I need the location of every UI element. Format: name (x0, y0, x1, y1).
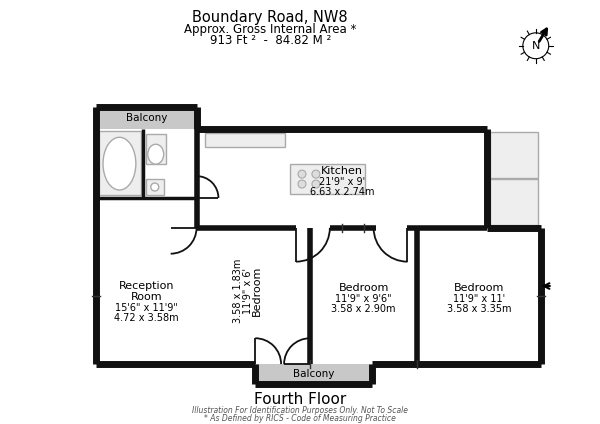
Text: 913 Ft ²  -  84.82 M ²: 913 Ft ² - 84.82 M ² (209, 34, 331, 47)
Text: Boundary Road, NW8: Boundary Road, NW8 (193, 11, 348, 25)
Bar (99, 131, 141, 195)
Text: Fourth Floor: Fourth Floor (254, 393, 346, 407)
Text: 6.63 x 2.74m: 6.63 x 2.74m (310, 187, 374, 196)
Bar (96, 129, 541, 228)
Text: Balcony: Balcony (293, 369, 334, 379)
Text: Bedroom: Bedroom (252, 266, 262, 316)
Ellipse shape (148, 144, 164, 164)
Bar (490, 132, 538, 178)
Bar (96, 228, 541, 364)
Bar (146, 134, 166, 164)
Text: 21'9" x 9': 21'9" x 9' (319, 176, 365, 187)
Text: N: N (532, 41, 540, 51)
Bar (290, 164, 365, 194)
Circle shape (312, 180, 320, 188)
Text: 4.72 x 3.58m: 4.72 x 3.58m (114, 313, 179, 323)
Bar (205, 133, 285, 147)
Text: 15'6" x 11'9": 15'6" x 11'9" (115, 303, 178, 313)
Bar (96, 107, 197, 129)
Bar (490, 179, 538, 225)
Text: 3.58 x 1.83m: 3.58 x 1.83m (233, 259, 244, 323)
Text: 11'9" x 11': 11'9" x 11' (453, 294, 505, 304)
Bar (255, 364, 371, 384)
Ellipse shape (103, 137, 136, 190)
Circle shape (298, 170, 306, 178)
Text: Illustration For Identification Purposes Only. Not To Scale: Illustration For Identification Purposes… (192, 406, 408, 416)
Text: 11'9" x 9'6": 11'9" x 9'6" (335, 294, 392, 304)
Text: 3.58 x 2.90m: 3.58 x 2.90m (331, 304, 396, 314)
Text: 3.58 x 3.35m: 3.58 x 3.35m (447, 304, 511, 314)
Text: 11'9" x 6': 11'9" x 6' (243, 268, 253, 314)
Text: * As Defined by RICS - Code of Measuring Practice: * As Defined by RICS - Code of Measuring… (204, 414, 396, 423)
Circle shape (298, 180, 306, 188)
Bar (146, 179, 164, 195)
Text: Bedroom: Bedroom (454, 283, 504, 293)
Text: Bedroom: Bedroom (338, 283, 389, 293)
Text: Reception: Reception (119, 281, 174, 291)
Circle shape (151, 183, 159, 191)
Text: Room: Room (130, 292, 162, 302)
Text: Approx. Gross Internal Area *: Approx. Gross Internal Area * (184, 23, 356, 36)
Circle shape (312, 170, 320, 178)
Text: Balcony: Balcony (125, 113, 167, 123)
Text: Kitchen: Kitchen (321, 166, 363, 176)
